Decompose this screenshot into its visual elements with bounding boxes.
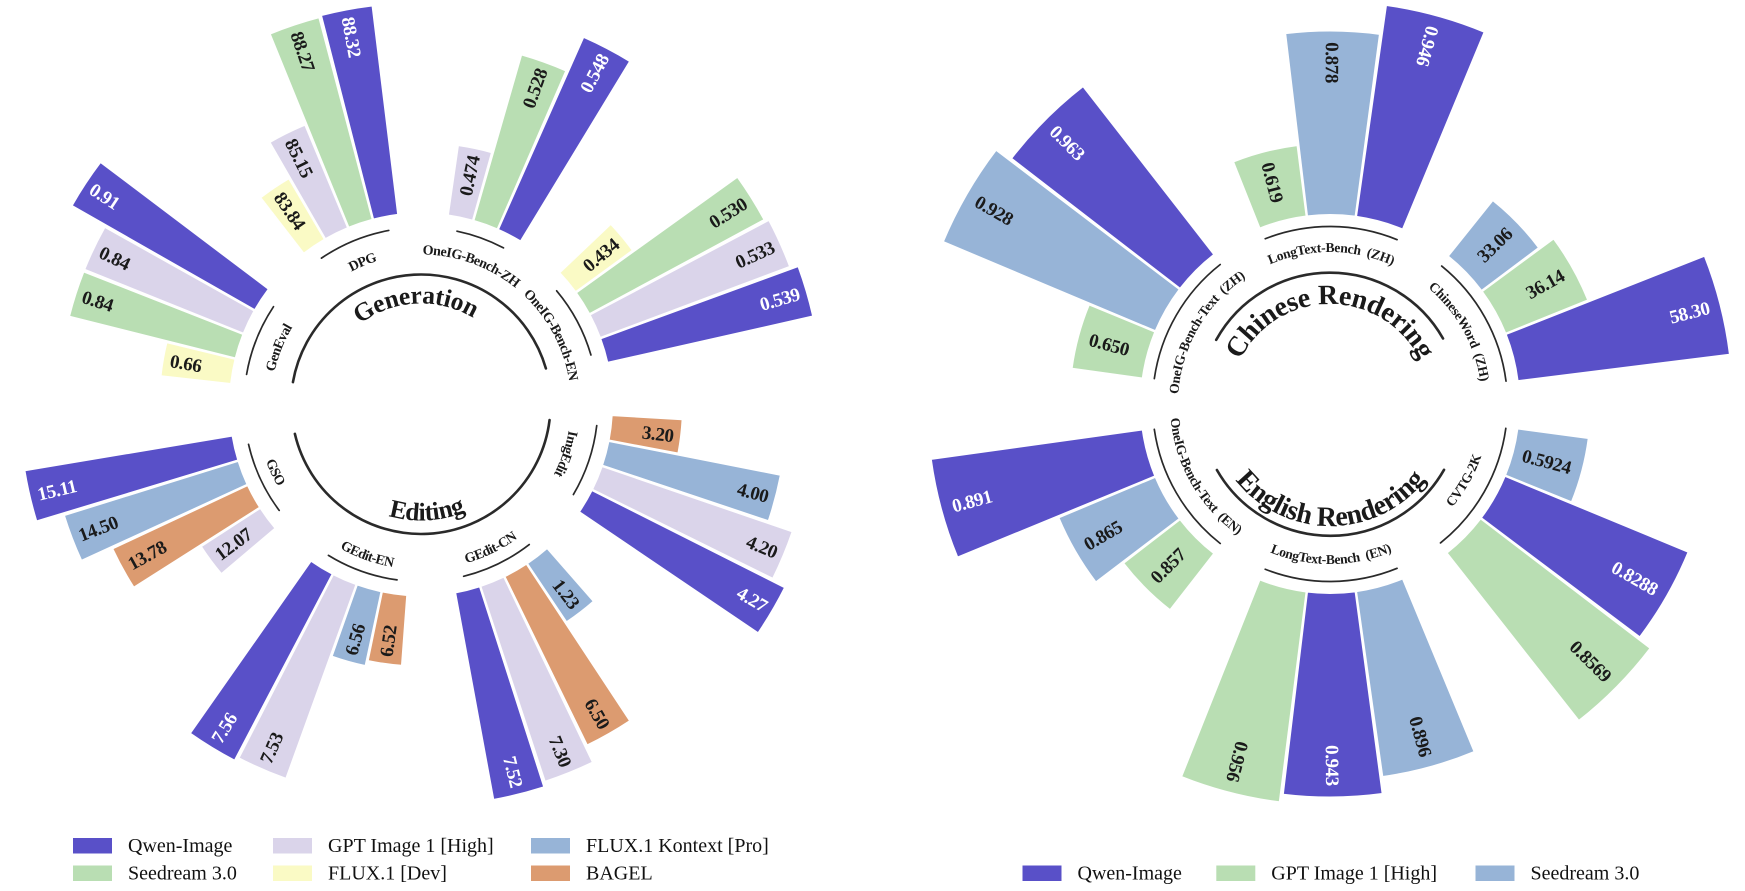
svg-text:0.943: 0.943 <box>1321 745 1342 786</box>
svg-text:3.20: 3.20 <box>641 422 675 447</box>
svg-text:0.878: 0.878 <box>1321 42 1342 83</box>
svg-text:6.52: 6.52 <box>377 624 402 658</box>
svg-text:FLUX.1 [Dev]: FLUX.1 [Dev] <box>328 863 447 885</box>
svg-text:GPT Image 1 [High]: GPT Image 1 [High] <box>1271 863 1437 885</box>
svg-text:FLUX.1 Kontext [Pro]: FLUX.1 Kontext [Pro] <box>586 835 769 857</box>
svg-text:GPT Image 1 [High]: GPT Image 1 [High] <box>328 835 494 857</box>
svg-text:Qwen-Image: Qwen-Image <box>1078 863 1183 885</box>
svg-text:Seedream 3.0: Seedream 3.0 <box>1531 863 1640 885</box>
svg-text:BAGEL: BAGEL <box>586 863 653 885</box>
svg-text:Seedream 3.0: Seedream 3.0 <box>128 863 237 885</box>
svg-text:Qwen-Image: Qwen-Image <box>128 835 233 857</box>
